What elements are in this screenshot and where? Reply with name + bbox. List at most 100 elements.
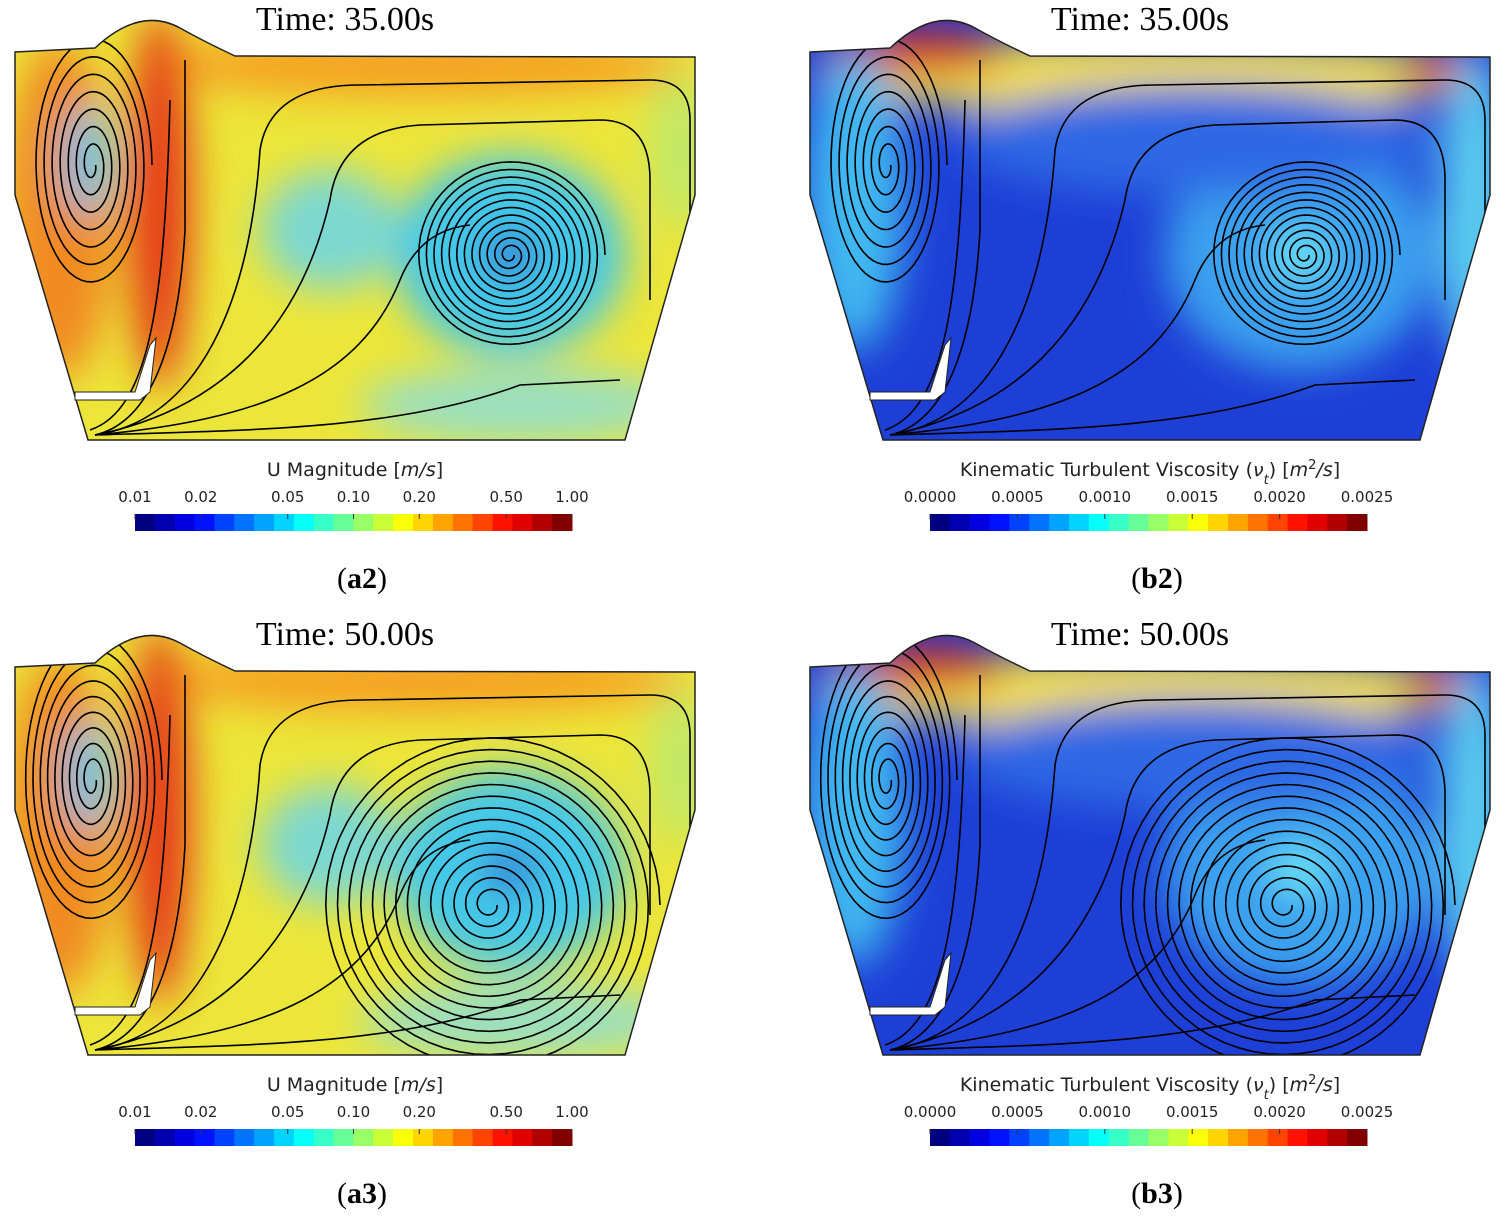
panel-caption: (b2) [1131, 562, 1183, 595]
colorbar-swatch [1128, 514, 1149, 531]
colorbar-swatch [1208, 1129, 1229, 1146]
colorbar-tick-label: 1.00 [555, 1103, 588, 1121]
colorbar-swatch [1029, 1129, 1050, 1146]
colorbar-swatch [1347, 1129, 1368, 1146]
colorbar-swatch [552, 1129, 573, 1146]
colorbar-tick-label: 0.05 [271, 488, 304, 506]
colorbar-swatch [512, 514, 533, 531]
panel-title: Time: 35.00s [256, 1, 434, 38]
colorbar-tick-label: 0.50 [490, 1103, 523, 1121]
colorbar-swatch [293, 514, 315, 531]
colorbar-label-part: ] [1333, 1074, 1340, 1096]
colorbar-label-part: ] [436, 1074, 443, 1096]
colorbar-swatch [154, 514, 176, 531]
colorbar-swatch [1108, 514, 1130, 531]
colorbar-label-part: ν [1253, 459, 1264, 481]
colorbar-swatch [174, 514, 196, 531]
colorbar-swatch [1009, 1129, 1030, 1146]
colorbar-label-part: /s [1314, 1074, 1332, 1096]
colorbar-label-part: /s [1314, 459, 1332, 481]
panel: Time: 35.00s Kinematic Turbulent Viscosit… [809, 1, 1491, 595]
colorbar-swatch [1267, 1129, 1289, 1146]
colorbar-label-part: t [1264, 1088, 1270, 1103]
colorbar-swatch [989, 1129, 1010, 1146]
colorbar-swatch [234, 514, 255, 531]
colorbar-swatch [1327, 1129, 1348, 1146]
colorbar-swatch [512, 1129, 533, 1146]
colorbar-swatch [1247, 1129, 1269, 1146]
colorbar-swatch [393, 514, 414, 531]
colorbar-swatch [1069, 1129, 1090, 1146]
inlet [869, 951, 952, 1016]
colorbar-swatch [313, 1129, 335, 1146]
colorbar-swatch [930, 1129, 951, 1146]
colorbar-swatch [1307, 1129, 1328, 1146]
colorbar-swatch [432, 514, 454, 531]
colorbar-label: U Magnitude [m/s] [267, 459, 443, 481]
panel-title: Time: 35.00s [1051, 1, 1229, 38]
colorbar-tick-label: 0.0010 [1079, 1103, 1132, 1121]
colorbar-swatch [1029, 514, 1050, 531]
colorbar-tick-label: 0.0000 [904, 1103, 957, 1121]
contour-field [15, 20, 695, 440]
caption-part: ) [377, 562, 387, 595]
colorbar-swatch [393, 1129, 414, 1146]
colorbar-swatch [214, 514, 235, 531]
colorbar-swatch [1088, 514, 1110, 531]
domain-outline [14, 19, 696, 441]
colorbar-tick-label: 0.0010 [1079, 488, 1132, 506]
colorbar-swatch [194, 1129, 215, 1146]
colorbar-label-part: Kinematic Turbulent Viscosity ( [960, 459, 1253, 481]
streamlines [819, 635, 1486, 1055]
colorbar-tick-label: 0.0020 [1253, 1103, 1306, 1121]
colorbar-swatch [969, 514, 991, 531]
colorbar-swatch [969, 1129, 991, 1146]
streamlines [35, 38, 691, 436]
colorbar-swatch [293, 1129, 315, 1146]
colorbar-swatch [373, 514, 394, 531]
colorbar-swatch [313, 514, 335, 531]
panel: Time: 35.00s U Magnitude [m/s] 0.01 0.02 0.0… [14, 1, 696, 595]
colorbar-tick-label: 0.0005 [991, 1103, 1044, 1121]
colorbar-tick-label: 0.50 [490, 488, 523, 506]
colorbar-tick-label: 0.0020 [1253, 488, 1306, 506]
colorbar-swatch [1307, 514, 1328, 531]
colorbar-swatch [532, 1129, 553, 1146]
colorbar-swatch [472, 1129, 494, 1146]
colorbar-label-part: m [1290, 459, 1309, 481]
caption-part: a3 [347, 1177, 377, 1210]
colorbar-swatch [194, 514, 215, 531]
colorbar-swatch [234, 1129, 255, 1146]
colorbar-tick-label: 0.01 [118, 1103, 151, 1121]
domain-outline [809, 634, 1491, 1056]
colorbar-tick-label: 0.01 [118, 488, 151, 506]
colorbar-swatch [254, 514, 275, 531]
colorbar-swatch [1088, 1129, 1110, 1146]
colorbar-label-part: U Magnitude [ [267, 1074, 401, 1096]
colorbar-tick-label: 0.02 [184, 1103, 217, 1121]
colorbar-tick-label: 0.0025 [1341, 488, 1394, 506]
caption-part: ) [1173, 562, 1183, 595]
colorbar-label-part: ] [436, 459, 443, 481]
caption-part: b3 [1141, 1177, 1173, 1210]
colorbar-swatch [949, 1129, 971, 1146]
colorbar-swatch [373, 1129, 394, 1146]
colorbar-swatch [274, 1129, 295, 1146]
contour-field [15, 635, 695, 1055]
colorbar-swatch [353, 1129, 374, 1146]
caption-part: a2 [347, 562, 377, 595]
colorbar-tick-label: 0.10 [337, 1103, 370, 1121]
colorbar-label: Kinematic Turbulent Viscosity (νt) [m2/s… [960, 458, 1340, 488]
colorbar-tick-label: 0.0015 [1166, 488, 1219, 506]
colorbar-swatch [1227, 1129, 1249, 1146]
colorbar-swatch [432, 1129, 454, 1146]
colorbar-tick-label: 0.02 [184, 488, 217, 506]
colorbar-tick-label: 0.20 [403, 488, 436, 506]
colorbar-swatch [333, 1129, 354, 1146]
streamlines [830, 38, 1486, 436]
contour-field [810, 20, 1490, 440]
colorbar-label-part: U Magnitude [ [267, 459, 401, 481]
colorbar-swatch [214, 1129, 235, 1146]
colorbar-swatch [532, 514, 553, 531]
